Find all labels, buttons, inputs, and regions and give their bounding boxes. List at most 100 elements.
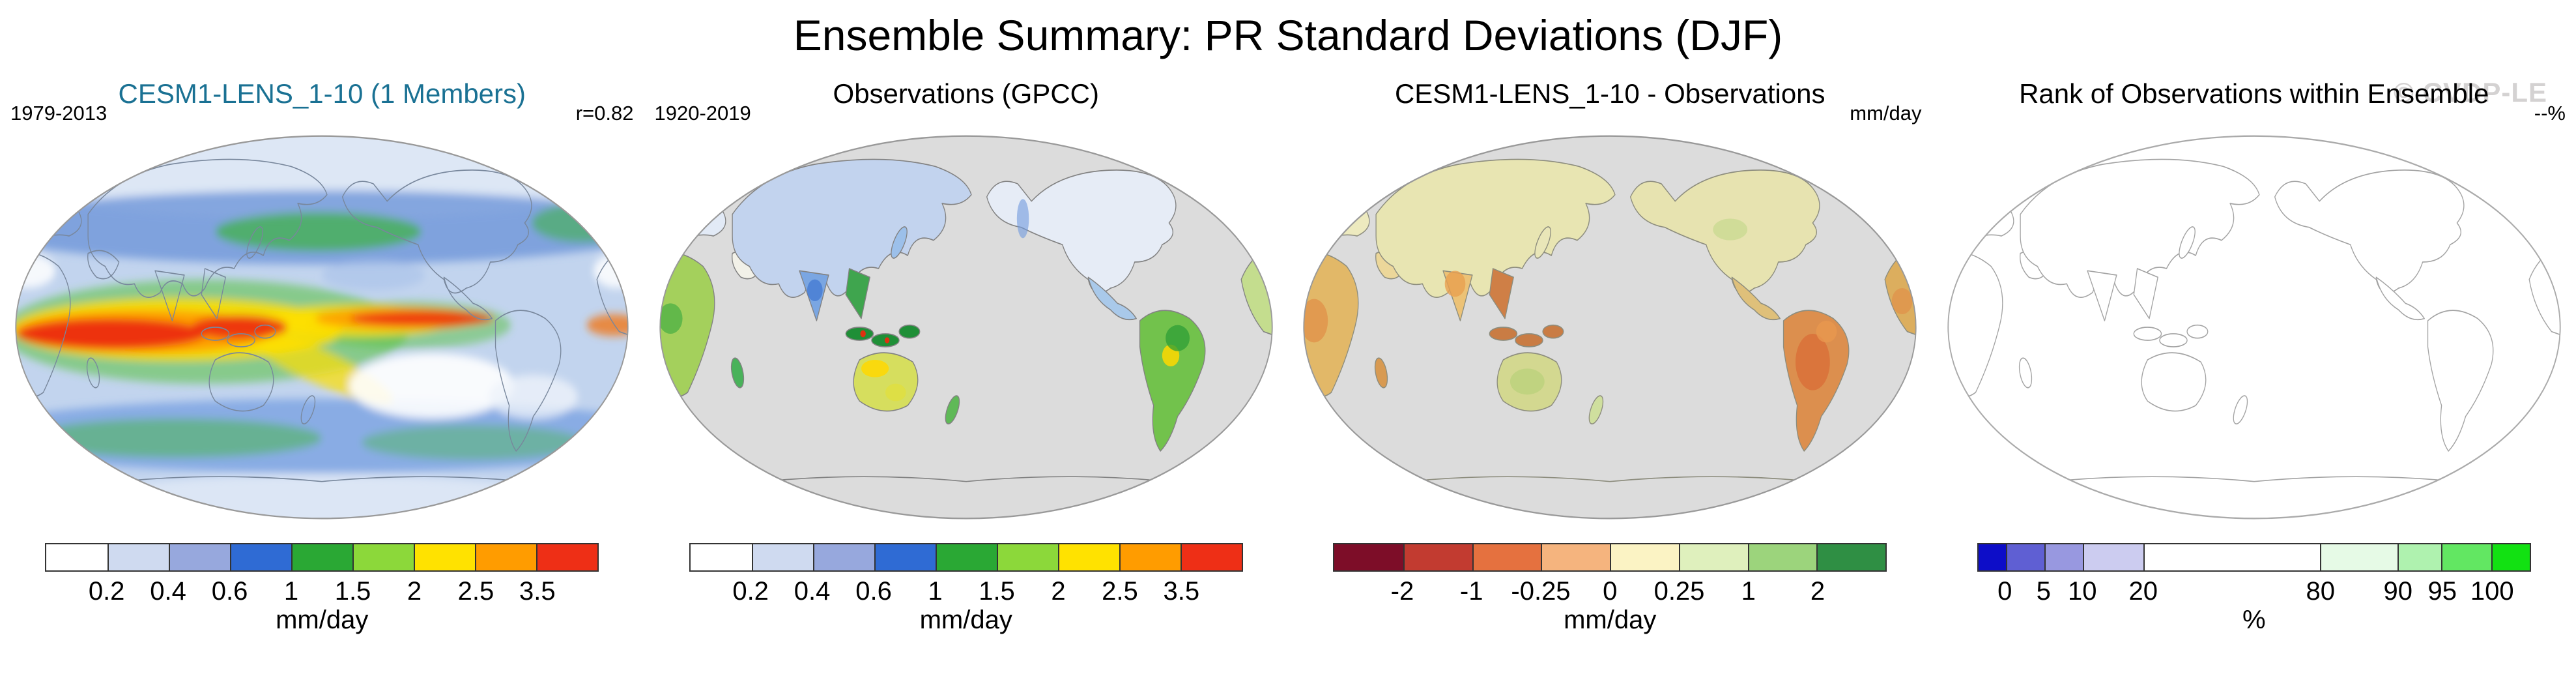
- map-wrap: [0, 132, 644, 526]
- colorbar-difference: -2 -1 -0.25 0 0.25 1 2 mm/day: [1333, 543, 1887, 635]
- obs-field-highlights: [660, 199, 1190, 402]
- colorbar-tick-label: 0.6: [855, 577, 892, 606]
- colorbar-cell: [751, 544, 813, 570]
- colorbar-cell: [1334, 544, 1403, 570]
- colorbar-cell: [1057, 544, 1119, 570]
- figure-title: Ensemble Summary: PR Standard Deviations…: [793, 11, 1783, 59]
- panel-head: CESM1-LENS_1-10 - Observations mm/day: [1288, 65, 1932, 125]
- colorbar-bar: [1977, 543, 2531, 572]
- colorbar-ticks: 0 5 10 20 80 90 95 100: [1977, 572, 2531, 606]
- colorbar-cell: [1978, 544, 2006, 570]
- colorbar-tick-label: 0: [1997, 577, 2012, 606]
- colorbar-cell: [1541, 544, 1610, 570]
- map-outline: [1947, 135, 2561, 520]
- colorbar-rank: 0 5 10 20 80 90 95 100 %: [1977, 543, 2531, 635]
- colorbar-bar: [45, 543, 599, 572]
- colorbar-tick-label: 2: [1810, 577, 1825, 606]
- colorbar-cell: [1678, 544, 1748, 570]
- colorbar-tick-label: 10: [2067, 577, 2097, 606]
- colorbar-units: %: [2242, 606, 2266, 634]
- colorbar-tick-label: 80: [2306, 577, 2336, 606]
- colorbar-tick-label: 5: [2036, 577, 2051, 606]
- colorbar-tick-label: 2: [1051, 577, 1066, 606]
- colorbar-tick-label: 2.5: [457, 577, 494, 606]
- panel-title-difference: CESM1-LENS_1-10 - Observations: [1394, 78, 1825, 109]
- colorbar-units: mm/day: [919, 606, 1012, 634]
- map-outline: [15, 135, 629, 520]
- colorbar-tick-label: 1: [283, 577, 299, 606]
- colorbar-cell: [536, 544, 598, 570]
- colorbar-cell: [1403, 544, 1472, 570]
- colorbar-tick-label: 0.6: [211, 577, 248, 606]
- colorbar-cell: [996, 544, 1058, 570]
- colorbar-cell: [352, 544, 414, 570]
- colorbar-model: 0.2 0.4 0.6 1 1.5 2 2.5 3.5 mm/day: [45, 543, 599, 635]
- colorbar-cell: [1816, 544, 1886, 570]
- colorbar-cell: [1180, 544, 1242, 570]
- panel-head: 1920-2019 Observations (GPCC): [644, 65, 1289, 125]
- colorbar-tick-label: 2.5: [1102, 577, 1138, 606]
- colorbar-cell: [2044, 544, 2083, 570]
- colorbar-cell: [690, 544, 752, 570]
- colorbar-tick-label: -1: [1459, 577, 1483, 606]
- map-outline: [1303, 135, 1917, 520]
- panel-difference: CESM1-LENS_1-10 - Observations mm/day: [1288, 65, 1932, 635]
- colorbar-tick-label: 1.5: [334, 577, 371, 606]
- panels-row: 1979-2013 CESM1-LENS_1-10 (1 Members) r=…: [0, 65, 2576, 635]
- colorbar-ticks: 0.2 0.4 0.6 1 1.5 2 2.5 3.5: [689, 572, 1243, 606]
- panel-stat-label: --%: [2534, 102, 2566, 125]
- map-wrap: [1932, 132, 2576, 526]
- colorbar-tick-label: 20: [2128, 577, 2158, 606]
- colorbar-ticks: -2 -1 -0.25 0 0.25 1 2: [1333, 572, 1887, 606]
- map-wrap: [644, 132, 1289, 526]
- colorbar-tick-label: -2: [1390, 577, 1414, 606]
- colorbar-cell: [291, 544, 353, 570]
- panel-rank: Rank of Observations within Ensemble --%…: [1932, 65, 2576, 635]
- colorbar-cell: [2143, 544, 2321, 570]
- panel-head: 1979-2013 CESM1-LENS_1-10 (1 Members) r=…: [0, 65, 644, 125]
- panel-title-observations: Observations (GPCC): [833, 78, 1099, 109]
- colorbar-tick-label: 0: [1603, 577, 1618, 606]
- colorbar-bar: [689, 543, 1243, 572]
- colorbar-tick-label: 95: [2427, 577, 2457, 606]
- colorbar-tick-label: 1: [1741, 577, 1756, 606]
- colorbar-tick-label: 3.5: [519, 577, 556, 606]
- panel-period-label: 1979-2013: [10, 102, 107, 125]
- colorbar-tick-label: 90: [2383, 577, 2413, 606]
- colorbar-tick-label: 0.2: [732, 577, 769, 606]
- colorbar-cell: [1610, 544, 1679, 570]
- colorbar-cell: [107, 544, 169, 570]
- colorbar-tick-label: 3.5: [1163, 577, 1200, 606]
- colorbar-cell: [812, 544, 874, 570]
- colorbar-cell: [2397, 544, 2442, 570]
- world-map-difference: [1303, 135, 1917, 520]
- colorbar-cell: [2320, 544, 2397, 570]
- colorbar-cell: [230, 544, 292, 570]
- figure-root: Ensemble Summary: PR Standard Deviations…: [0, 11, 2576, 635]
- diff-field-highlights: [1304, 218, 1913, 395]
- colorbar-cell: [2005, 544, 2045, 570]
- colorbar-tick-label: 1: [928, 577, 943, 606]
- colorbar-observations: 0.2 0.4 0.6 1 1.5 2 2.5 3.5 mm/day: [689, 543, 1243, 635]
- colorbar-cell: [2441, 544, 2491, 570]
- panel-stat-label: mm/day: [1850, 102, 1922, 125]
- colorbar-cell: [2083, 544, 2144, 570]
- colorbar-tick-label: -0.25: [1511, 577, 1571, 606]
- colorbar-cell: [1472, 544, 1541, 570]
- world-map-model: [15, 135, 629, 520]
- colorbar-bar: [1333, 543, 1887, 572]
- colorbar-tick-label: 0.4: [150, 577, 186, 606]
- map-wrap: [1288, 132, 1932, 526]
- colorbar-tick-label: 0.25: [1653, 577, 1705, 606]
- colorbar-cell: [1119, 544, 1181, 570]
- colorbar-cell: [414, 544, 476, 570]
- colorbar-tick-label: 0.4: [794, 577, 831, 606]
- colorbar-units: mm/day: [276, 606, 369, 634]
- colorbar-tick-label: 1.5: [979, 577, 1015, 606]
- colorbar-tick-label: 2: [407, 577, 422, 606]
- colorbar-cell: [169, 544, 231, 570]
- watermark: © CVDP-LE: [2394, 77, 2547, 108]
- panel-title-model: CESM1-LENS_1-10 (1 Members): [118, 78, 526, 109]
- panel-model: 1979-2013 CESM1-LENS_1-10 (1 Members) r=…: [0, 65, 644, 635]
- colorbar-cell: [475, 544, 537, 570]
